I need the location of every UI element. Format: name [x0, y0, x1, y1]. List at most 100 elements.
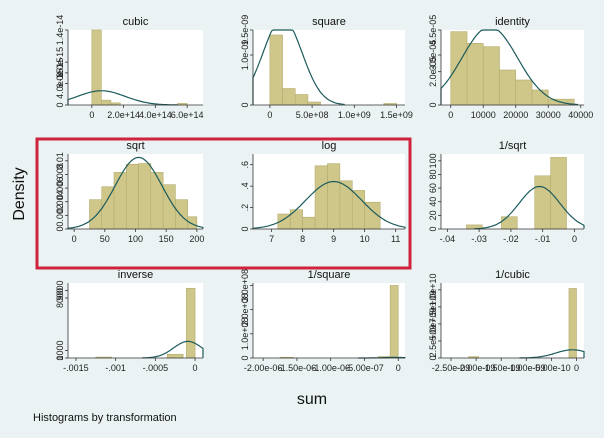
y-tick-label: 60 — [428, 183, 438, 193]
x-tick-label: 0 — [72, 234, 77, 244]
x-tick-label: -.0015 — [63, 363, 89, 373]
histogram-bar — [501, 216, 518, 230]
x-tick-label: -.001 — [105, 363, 126, 373]
y-tick-label: 2.5e+09 — [428, 325, 438, 358]
y-tick-label: 0.006 — [55, 177, 65, 200]
x-tick-label: 30000 — [536, 110, 561, 120]
x-tick-label: 5.0e+08 — [296, 110, 329, 120]
x-tick-label: 0 — [396, 363, 401, 373]
plot-area — [253, 283, 405, 358]
y-tick-label: 2.0e+08 — [240, 293, 250, 326]
x-tick-label: -2.00e-09 — [457, 363, 496, 373]
y-tick-label: 20 — [428, 210, 438, 220]
y-tick-label: 3.0e+08 — [240, 269, 250, 302]
panel-cubic: cubic 0 4.0e-156.0e-158.0e-151.4e-14 0 2.0e+… — [55, 15, 204, 120]
x-tick-label: 0 — [193, 363, 198, 373]
x-tick-label: 200 — [189, 234, 204, 244]
histogram-bar — [314, 165, 328, 230]
x-tick-label: 10 — [360, 234, 370, 244]
histogram-bar — [186, 287, 196, 359]
y-tick-label: 80 — [428, 169, 438, 179]
histogram-bar — [150, 172, 164, 230]
panel-title: 1/sqrt — [499, 140, 527, 152]
highlight-box — [35, 137, 412, 270]
histogram-bar — [389, 285, 399, 359]
y-tick-label: 0 — [428, 226, 438, 231]
x-tick-label: 6.0e+14 — [171, 110, 204, 120]
y-tick-label: 0.008 — [55, 163, 65, 186]
histogram-bar — [101, 186, 115, 230]
figure-note: Histograms by transformation — [33, 412, 177, 424]
density-curve — [67, 156, 204, 229]
x-tick-label: -1.00e-06 — [311, 363, 350, 373]
y-tick-label: 8.0e-15 — [55, 47, 65, 78]
density-curve — [519, 349, 585, 359]
histogram-bar — [531, 89, 549, 106]
panel-title: cubic — [123, 16, 149, 28]
panel-identity: identity 0 2.0e-053.0e-054.5e-05 0 10000 2000… — [428, 15, 593, 120]
panel-1-cubic: 1/cubic02.5e+095.0e+097.5e+091.0e+10-2.5… — [428, 269, 585, 373]
x-tick-label: 50 — [100, 234, 110, 244]
x-tick-label: 9 — [331, 234, 336, 244]
y-tick-label: 8000 — [55, 288, 65, 308]
y-tick-label: 0 — [240, 102, 250, 107]
y-tick-label: 0.01 — [55, 152, 65, 170]
histogram-bar — [515, 79, 533, 106]
density-curve — [474, 185, 585, 230]
x-tick-label: 10000 — [471, 110, 496, 120]
y-tick-label: 1000 — [55, 340, 65, 360]
histogram-bar — [339, 180, 353, 230]
panel-title: 1/square — [308, 269, 351, 281]
x-tick-label: -.01 — [535, 234, 551, 244]
y-tick-label: 100 — [428, 153, 438, 168]
x-tick-label: 4.0e+14 — [139, 110, 172, 120]
x-tick-label: -1.50e-06 — [278, 363, 317, 373]
x-tick-label: 0 — [267, 110, 272, 120]
histogram-bar — [138, 163, 152, 230]
plot-area — [441, 283, 584, 358]
x-tick-label: -.04 — [440, 234, 456, 244]
x-axis-label: sum — [297, 391, 327, 408]
histogram-bar — [269, 34, 283, 106]
y-tick-label: 0 — [240, 355, 250, 360]
x-tick-label: -2.00e-06 — [244, 363, 283, 373]
y-tick-label: 4.0e-15 — [55, 68, 65, 99]
y-tick-label: 1.0e-09 — [240, 40, 250, 71]
panel-title: log — [322, 140, 337, 152]
y-tick-label: .2 — [240, 204, 250, 212]
histogram-bar — [175, 199, 188, 230]
histogram-bar — [482, 46, 500, 106]
x-tick-label: 150 — [159, 234, 174, 244]
x-tick-label: -1.00e-09 — [507, 363, 546, 373]
x-tick-label: -.0005 — [143, 363, 169, 373]
x-tick-label: 2.0e+14 — [107, 110, 140, 120]
density-curve — [252, 180, 406, 229]
y-tick-label: 0 — [55, 226, 65, 231]
histogram-bar — [327, 163, 341, 230]
plot-area — [68, 283, 203, 358]
y-tick-label: 1.4e-14 — [55, 15, 65, 46]
y-tick-label: 1.5e-09 — [240, 15, 250, 46]
x-tick-label: 0 — [572, 234, 577, 244]
y-tick-label: .4 — [240, 182, 250, 190]
histogram-bar — [125, 163, 139, 230]
y-tick-label: 0.002 — [55, 204, 65, 227]
y-tick-label: 0 — [55, 355, 65, 360]
x-tick-label: -5.00e-10 — [532, 363, 571, 373]
histogram-bar — [307, 101, 321, 106]
x-tick-label: -.03 — [471, 234, 487, 244]
x-tick-label: 0 — [574, 363, 579, 373]
histogram-bar — [534, 175, 551, 230]
x-tick-label: 8 — [300, 234, 305, 244]
y-tick-label: 1.0e+10 — [428, 273, 438, 306]
x-tick-label: -.02 — [503, 234, 519, 244]
histogram-bar — [91, 29, 102, 106]
panel-log: log 0 .2 .4 .6 7 8 9 10 11 — [240, 140, 406, 244]
histogram-bar — [568, 288, 577, 359]
y-tick-label: 3.0e-05 — [428, 40, 438, 71]
histogram-bar — [302, 216, 316, 230]
